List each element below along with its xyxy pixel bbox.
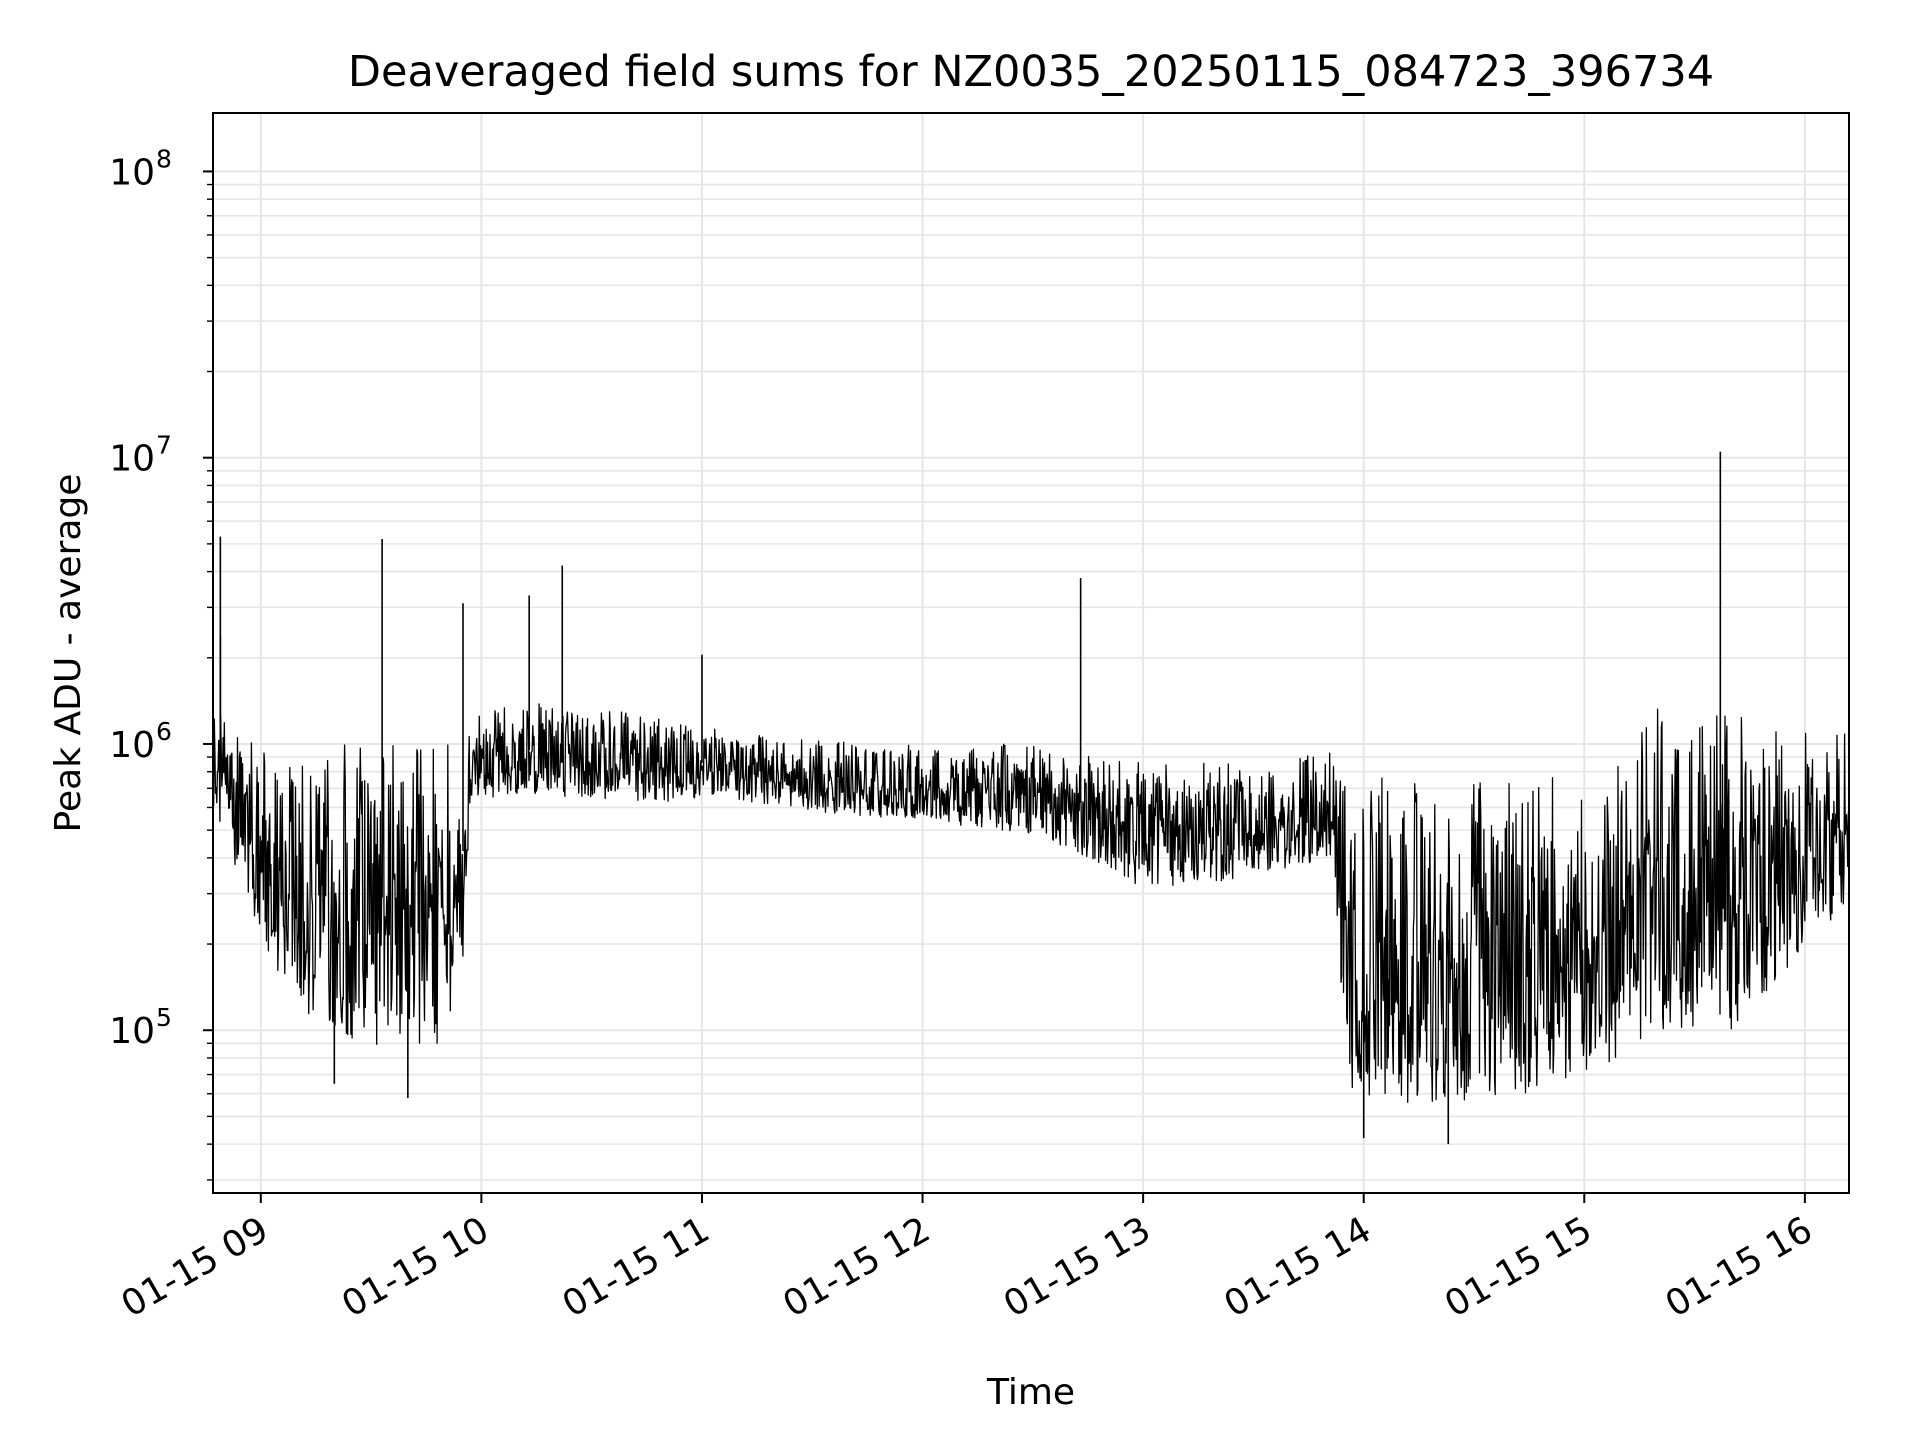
y-tick-label-exponent: 8 (156, 144, 172, 173)
y-tick-label-exponent: 5 (156, 1003, 172, 1032)
x-tick-label: 01-15 15 (1438, 1209, 1599, 1325)
y-tick-label-exponent: 7 (156, 431, 172, 460)
grid (213, 113, 1849, 1193)
x-axis-label: Time (986, 1372, 1075, 1413)
x-tick-label: 01-15 12 (776, 1209, 937, 1325)
x-tick-label: 01-15 16 (1659, 1209, 1820, 1325)
y-tick-label: 10 (109, 725, 155, 766)
y-axis-label: Peak ADU - average (48, 474, 89, 833)
y-tick-label-exponent: 6 (156, 717, 172, 746)
plot-frame (212, 112, 1850, 1194)
x-tick-label: 01-15 10 (335, 1209, 496, 1325)
y-tick-label: 10 (109, 152, 155, 193)
x-tick-label: 01-15 09 (115, 1209, 276, 1325)
series-lines (212, 451, 1850, 1145)
x-tick-label: 01-15 11 (556, 1209, 717, 1325)
y-tick-label: 10 (109, 1011, 155, 1052)
series-line (212, 703, 1850, 1103)
chart-title: Deaveraged field sums for NZ0035_2025011… (348, 47, 1714, 97)
x-axis-ticks: 01-15 09 01-15 10 01-15 11 01-15 12 01-15 13… (115, 1193, 1820, 1326)
x-tick-label: 01-15 13 (997, 1209, 1158, 1325)
y-tick-label: 10 (109, 439, 155, 480)
x-tick-label: 01-15 14 (1218, 1209, 1379, 1325)
